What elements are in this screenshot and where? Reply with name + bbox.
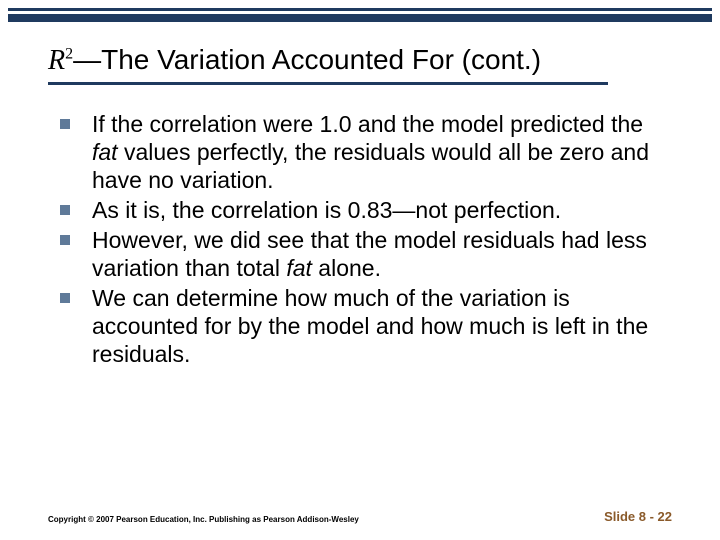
bullet-em: fat — [92, 139, 118, 165]
bullet-marker-icon — [60, 205, 70, 215]
bullet-marker-icon — [60, 235, 70, 245]
top-border — [8, 8, 712, 22]
bullet-em: fat — [286, 255, 312, 281]
bullet-pre: As it is, the correlation is 0.83—not pe… — [92, 197, 561, 223]
bullet-pre: We can determine how much of the variati… — [92, 285, 648, 367]
bullet-text: As it is, the correlation is 0.83—not pe… — [92, 196, 561, 224]
bullet-marker-icon — [60, 293, 70, 303]
border-line-thick — [8, 14, 712, 22]
slide-number: Slide 8 - 22 — [604, 509, 672, 524]
bullet-marker-icon — [60, 119, 70, 129]
bullet-text: We can determine how much of the variati… — [92, 284, 670, 368]
content-area: If the correlation were 1.0 and the mode… — [60, 110, 670, 370]
bullet-item: We can determine how much of the variati… — [60, 284, 670, 368]
bullet-text: If the correlation were 1.0 and the mode… — [92, 110, 670, 194]
bullet-item: As it is, the correlation is 0.83—not pe… — [60, 196, 670, 224]
bullet-pre: If the correlation were 1.0 and the mode… — [92, 111, 643, 137]
footer: Copyright © 2007 Pearson Education, Inc.… — [48, 509, 672, 524]
bullet-post: alone. — [312, 255, 381, 281]
title-rest: —The Variation Accounted For (cont.) — [73, 44, 541, 75]
bullet-item: If the correlation were 1.0 and the mode… — [60, 110, 670, 194]
bullet-post: values perfectly, the residuals would al… — [92, 139, 649, 193]
copyright-text: Copyright © 2007 Pearson Education, Inc.… — [48, 515, 359, 524]
bullet-text: However, we did see that the model resid… — [92, 226, 670, 282]
title-underline — [48, 82, 608, 85]
slide-title: R2—The Variation Accounted For (cont.) — [48, 44, 672, 77]
title-r: R — [48, 45, 65, 76]
bullet-item: However, we did see that the model resid… — [60, 226, 670, 282]
title-superscript: 2 — [65, 46, 73, 63]
